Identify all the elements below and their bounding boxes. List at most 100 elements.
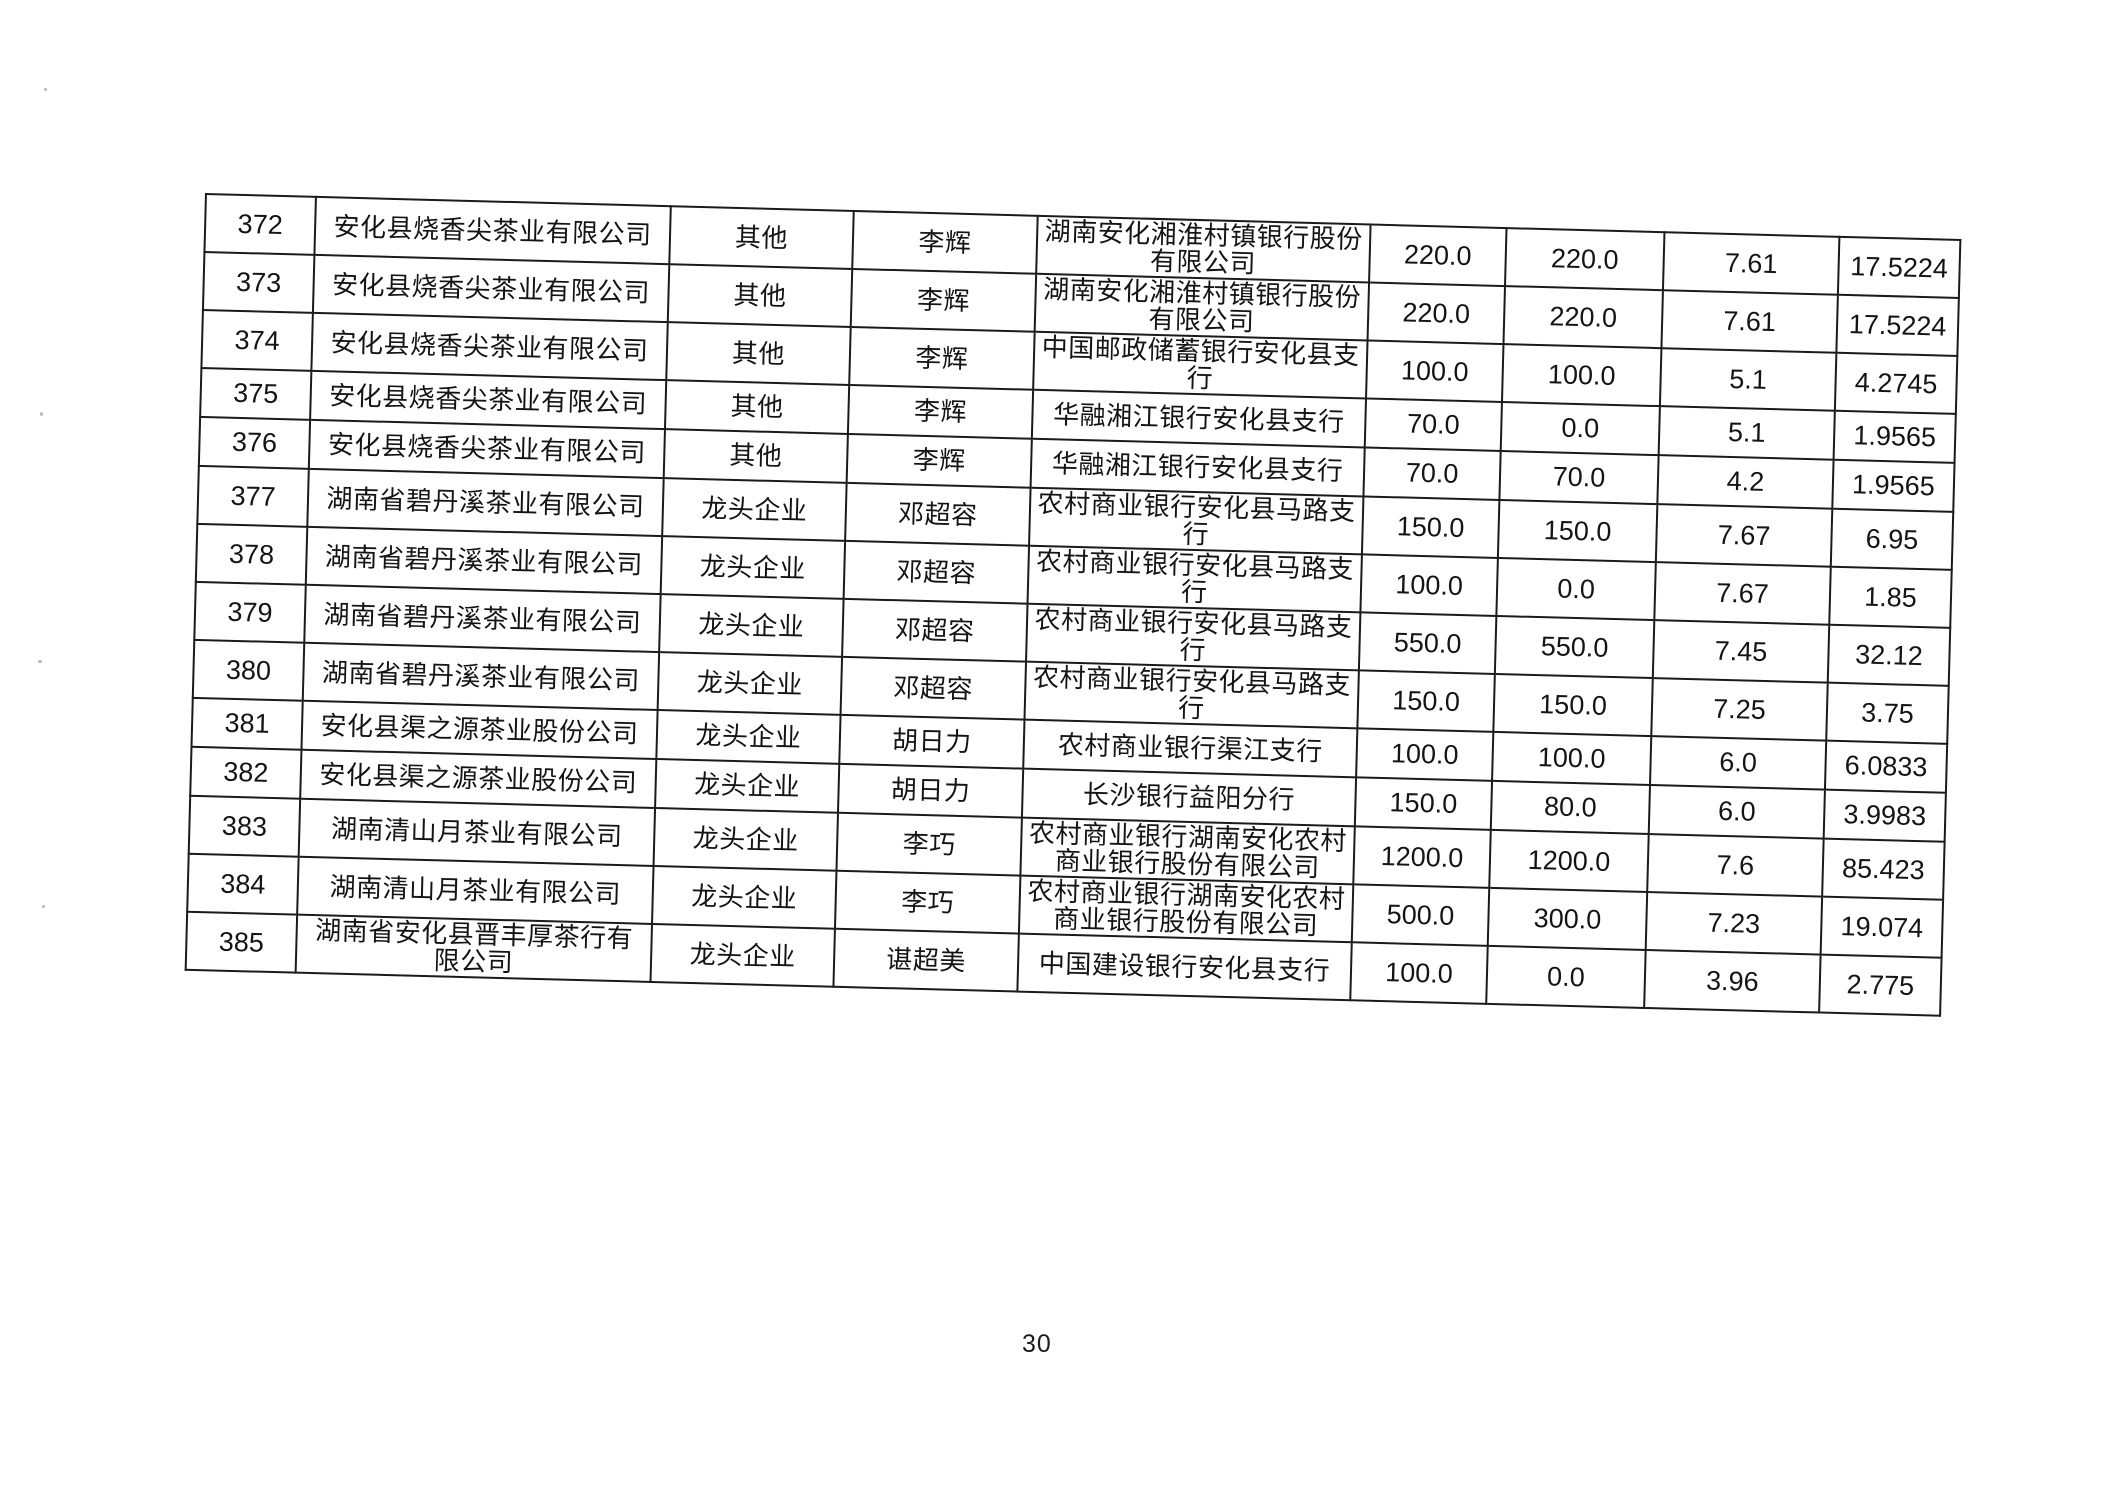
- cell-num1: 220.0: [1367, 282, 1506, 345]
- cell-num3: 5.1: [1658, 406, 1835, 460]
- cell-num4: 19.074: [1820, 896, 1944, 958]
- cell-num2: 0.0: [1486, 945, 1646, 1008]
- cell-index: 379: [194, 581, 306, 643]
- cell-index: 378: [195, 523, 308, 585]
- cell-bank: 华融湘江银行安化县支行: [1031, 389, 1367, 448]
- cell-num3: 7.23: [1645, 891, 1823, 955]
- cell-num3: 7.67: [1655, 504, 1833, 567]
- cell-company: 湖南省碧丹溪茶业有限公司: [304, 584, 661, 653]
- cell-num3: 7.6: [1647, 834, 1824, 897]
- cell-person: 李辉: [850, 268, 1037, 332]
- cell-num3: 5.1: [1659, 348, 1837, 411]
- cell-type: 龙头企业: [653, 807, 838, 871]
- cell-num1: 500.0: [1351, 884, 1490, 946]
- page-number: 30: [1022, 1330, 1052, 1358]
- cell-type: 龙头企业: [660, 536, 846, 599]
- cell-num2: 70.0: [1499, 451, 1659, 505]
- cell-bank: 农村商业银行安化县马路支行: [1024, 661, 1359, 729]
- cell-num1: 70.0: [1363, 447, 1501, 500]
- cell-type: 其他: [663, 429, 848, 483]
- cell-num2: 300.0: [1487, 887, 1648, 950]
- cell-num2: 220.0: [1505, 228, 1665, 291]
- cell-company: 湖南省碧丹溪茶业有限公司: [307, 468, 664, 537]
- cell-num1: 220.0: [1369, 224, 1507, 287]
- cell-bank: 华融湘江银行安化县支行: [1030, 438, 1365, 497]
- cell-num4: 4.2745: [1834, 352, 1958, 414]
- cell-type: 其他: [664, 380, 850, 434]
- cell-company: 安化县烧香尖茶业有限公司: [314, 196, 671, 265]
- cell-num1: 70.0: [1364, 398, 1502, 452]
- cell-bank: 长沙银行益阳分行: [1021, 768, 1357, 827]
- cell-index: 375: [200, 367, 312, 420]
- cell-bank: 农村商业银行渠江支行: [1023, 719, 1358, 778]
- cell-type: 龙头企业: [655, 759, 840, 813]
- cell-type: 龙头企业: [657, 652, 843, 715]
- cell-num4: 85.423: [1822, 838, 1945, 900]
- cell-num4: 17.5224: [1836, 294, 1959, 356]
- cell-index: 384: [187, 853, 299, 915]
- cell-num2: 100.0: [1501, 344, 1662, 407]
- cell-num1: 100.0: [1356, 728, 1494, 781]
- cell-person: 邓超容: [840, 656, 1027, 720]
- cell-bank: 农村商业银行安化县马路支行: [1027, 545, 1362, 613]
- cell-company: 湖南省碧丹溪茶业有限公司: [305, 526, 663, 595]
- cell-num2: 1200.0: [1489, 829, 1649, 892]
- cell-type: 其他: [666, 322, 851, 385]
- cell-num3: 3.96: [1644, 949, 1821, 1013]
- cell-bank: 农村商业银行安化县马路支行: [1029, 487, 1364, 555]
- cell-bank: 中国邮政储蓄银行安化县支行: [1033, 331, 1368, 399]
- cell-num2: 0.0: [1500, 402, 1660, 456]
- cell-bank: 农村商业银行湖南安化农村商业银行股份有限公司: [1018, 875, 1354, 943]
- cell-num3: 7.25: [1651, 678, 1828, 741]
- cell-person: 李辉: [849, 326, 1035, 390]
- cell-company: 湖南清山月茶业有限公司: [297, 856, 654, 924]
- cell-num1: 1200.0: [1353, 826, 1491, 888]
- cell-company: 安化县烧香尖茶业有限公司: [311, 312, 668, 381]
- cell-num3: 7.61: [1661, 290, 1838, 353]
- cell-bank: 农村商业银行湖南安化农村商业银行股份有限公司: [1020, 817, 1355, 885]
- cell-num1: 150.0: [1361, 496, 1500, 558]
- cell-person: 邓超容: [845, 482, 1031, 546]
- cell-num4: 1.9565: [1833, 410, 1956, 463]
- cell-index: 376: [198, 416, 311, 469]
- cell-num4: 32.12: [1827, 624, 1951, 686]
- cell-num3: 7.67: [1654, 562, 1831, 625]
- cell-person: 邓超容: [842, 598, 1028, 662]
- cell-num1: 150.0: [1354, 777, 1493, 830]
- cell-person: 谌超美: [833, 928, 1019, 992]
- cell-num4: 6.95: [1830, 508, 1954, 570]
- scan-speck: [38, 660, 42, 663]
- cell-num1: 100.0: [1350, 942, 1488, 1004]
- cell-num3: 7.45: [1652, 620, 1830, 683]
- cell-num4: 1.85: [1829, 566, 1952, 628]
- cell-num4: 1.9565: [1832, 459, 1955, 512]
- cell-index: 373: [202, 252, 315, 313]
- cell-num2: 150.0: [1497, 499, 1658, 563]
- cell-num3: 6.0: [1649, 736, 1827, 790]
- cell-type: 龙头企业: [659, 594, 844, 657]
- cell-company: 安化县烧香尖茶业有限公司: [312, 254, 670, 323]
- cell-company: 湖南省碧丹溪茶业有限公司: [302, 642, 660, 711]
- cell-num3: 6.0: [1648, 785, 1825, 839]
- cell-index: 385: [185, 911, 298, 973]
- cell-index: 377: [197, 465, 309, 527]
- cell-bank: 中国建设银行安化县支行: [1017, 933, 1352, 1001]
- cell-index: 374: [201, 309, 313, 371]
- scan-speck: [44, 88, 47, 91]
- scan-speck: [40, 412, 43, 416]
- cell-person: 李巧: [834, 870, 1021, 934]
- cell-company: 湖南省安化县晋丰厚茶行有限公司: [295, 914, 653, 982]
- scan-speck: [42, 905, 45, 908]
- cell-num2: 550.0: [1494, 615, 1655, 679]
- cell-index: 380: [192, 639, 305, 701]
- cell-num4: 17.5224: [1837, 236, 1961, 298]
- cell-bank: 农村商业银行安化县马路支行: [1026, 603, 1361, 671]
- cell-index: 383: [188, 795, 301, 857]
- cell-type: 其他: [669, 206, 854, 269]
- cell-person: 胡日力: [839, 714, 1025, 769]
- cell-num4: 3.9983: [1823, 789, 1946, 842]
- cell-person: 胡日力: [837, 763, 1024, 818]
- cell-index: 382: [190, 746, 302, 799]
- cell-bank: 湖南安化湘淮村镇银行股份有限公司: [1036, 215, 1371, 283]
